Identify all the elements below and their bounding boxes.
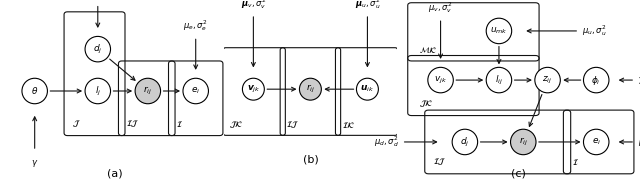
Ellipse shape [535, 67, 561, 93]
Text: $\mathcal{IJ}$: $\mathcal{IJ}$ [286, 119, 300, 130]
Text: $\mathcal{JK}$: $\mathcal{JK}$ [229, 119, 243, 130]
Text: $r_{ij}$: $r_{ij}$ [143, 85, 152, 97]
Ellipse shape [486, 67, 512, 93]
Text: $v_{jk}$: $v_{jk}$ [434, 75, 447, 86]
Text: $\mu_e, \sigma_e^2$: $\mu_e, \sigma_e^2$ [637, 134, 640, 149]
Text: $d_j$: $d_j$ [460, 135, 470, 149]
Ellipse shape [428, 67, 453, 93]
Text: $\boldsymbol{\lambda}$: $\boldsymbol{\lambda}$ [637, 75, 640, 86]
Ellipse shape [584, 129, 609, 155]
Text: $\mathcal{MK}$: $\mathcal{MK}$ [419, 45, 437, 55]
Text: $d_j$: $d_j$ [93, 43, 102, 56]
Ellipse shape [22, 78, 47, 104]
Text: $\mathcal{IJ}$: $\mathcal{IJ}$ [126, 118, 140, 129]
Text: $\boldsymbol{\mu}_u, \sigma_u^2$: $\boldsymbol{\mu}_u, \sigma_u^2$ [355, 0, 380, 11]
Text: $\phi_i$: $\phi_i$ [591, 74, 601, 87]
Ellipse shape [85, 36, 111, 62]
Text: $l_{ij}$: $l_{ij}$ [495, 74, 503, 87]
Text: $u_{mk}$: $u_{mk}$ [490, 26, 508, 36]
Ellipse shape [85, 78, 111, 104]
Text: (a): (a) [108, 168, 123, 178]
Ellipse shape [300, 78, 321, 100]
Text: $\mathcal{I}$: $\mathcal{I}$ [176, 119, 183, 129]
Ellipse shape [511, 129, 536, 155]
Text: $\mathcal{IK}$: $\mathcal{IK}$ [342, 120, 355, 130]
Text: $\mu_d, \sigma_d^2$: $\mu_d, \sigma_d^2$ [374, 134, 399, 149]
Text: $r_{ij}$: $r_{ij}$ [306, 83, 315, 95]
Ellipse shape [135, 78, 161, 104]
Text: $\mathcal{JK}$: $\mathcal{JK}$ [419, 98, 433, 109]
Text: $\mu_e, \sigma_e^2$: $\mu_e, \sigma_e^2$ [184, 18, 208, 33]
Ellipse shape [243, 78, 264, 100]
Text: $\mu_v, \sigma_v^2$: $\mu_v, \sigma_v^2$ [428, 0, 452, 15]
Text: $\mathcal{IJ}$: $\mathcal{IJ}$ [433, 157, 447, 167]
Text: $r_{ij}$: $r_{ij}$ [518, 136, 528, 148]
Text: $\mathcal{J}$: $\mathcal{J}$ [72, 118, 80, 129]
Text: $\gamma$: $\gamma$ [31, 158, 38, 169]
Text: $\boldsymbol{u}_{ik}$: $\boldsymbol{u}_{ik}$ [360, 84, 374, 94]
Ellipse shape [356, 78, 378, 100]
Text: $\boldsymbol{v}_{jk}$: $\boldsymbol{v}_{jk}$ [246, 84, 260, 95]
Text: $\mathcal{I}$: $\mathcal{I}$ [572, 157, 579, 167]
Ellipse shape [183, 78, 209, 104]
Ellipse shape [584, 67, 609, 93]
Text: $l_j$: $l_j$ [95, 84, 101, 98]
Text: $z_{ij}$: $z_{ij}$ [543, 75, 553, 86]
Ellipse shape [452, 129, 477, 155]
Text: $\theta$: $\theta$ [31, 86, 38, 96]
Text: (b): (b) [303, 154, 318, 164]
Text: $e_i$: $e_i$ [591, 137, 601, 147]
Text: $\boldsymbol{\mu}_v, \sigma_v^2$: $\boldsymbol{\mu}_v, \sigma_v^2$ [241, 0, 266, 11]
Ellipse shape [486, 18, 512, 44]
Text: $e_i$: $e_i$ [191, 86, 200, 96]
Text: (c): (c) [511, 168, 526, 178]
Text: $\mu_u, \sigma_u^2$: $\mu_u, \sigma_u^2$ [582, 23, 606, 38]
